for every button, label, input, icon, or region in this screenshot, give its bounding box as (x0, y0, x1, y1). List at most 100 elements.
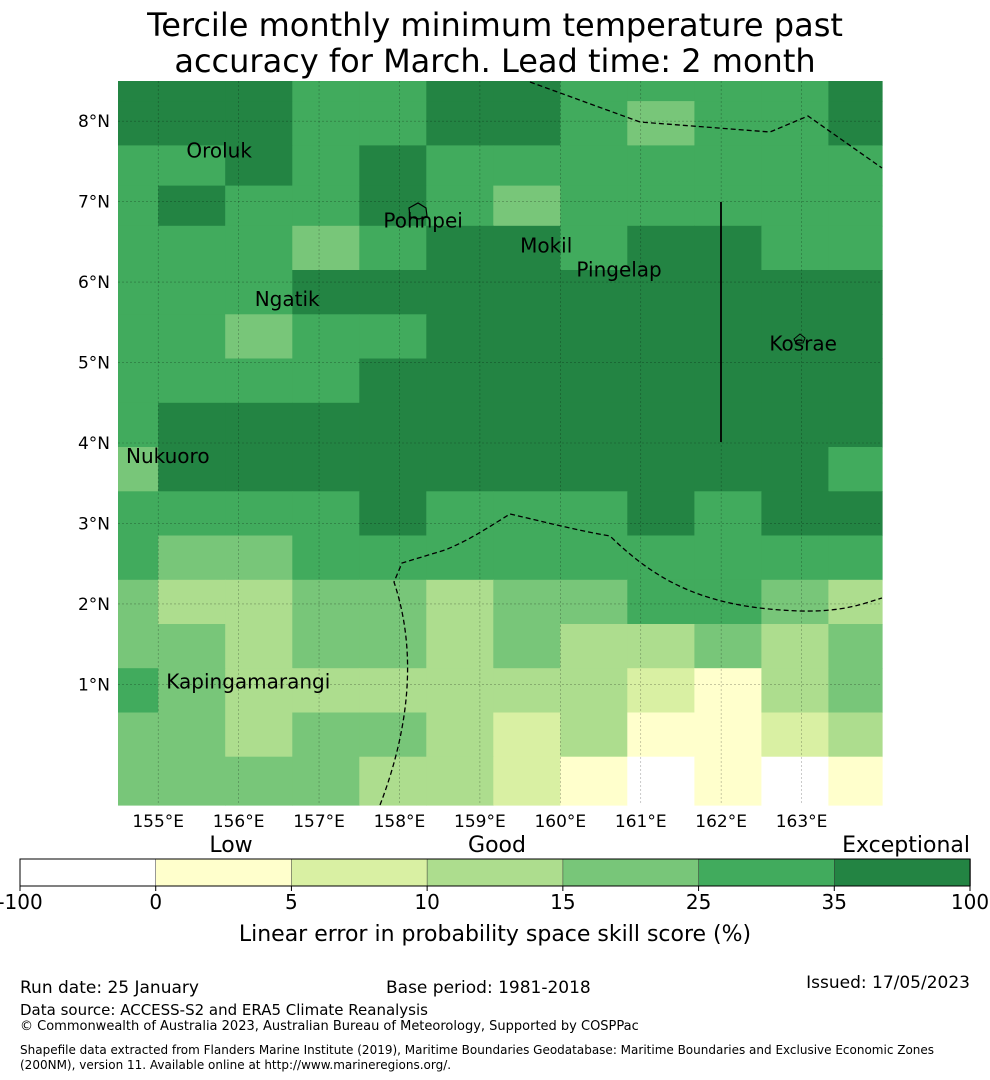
copyright: © Commonwealth of Australia 2023, Austra… (20, 1019, 639, 1034)
skill-cell (560, 579, 628, 625)
skill-cell (118, 185, 159, 227)
skill-cell (426, 145, 494, 187)
skill-cell (225, 447, 293, 492)
skill-cell (560, 358, 628, 404)
skill-cell (627, 81, 695, 102)
skill-cell (158, 402, 226, 448)
skill-cell (493, 270, 561, 315)
colorbar-swatch (834, 858, 971, 887)
skill-cell (359, 358, 427, 404)
skill-cell (761, 145, 829, 187)
issued-date: Issued: 17/05/2023 (806, 973, 970, 993)
place-label: Mokil (520, 233, 572, 257)
skill-cell (828, 447, 883, 492)
skill-cell (560, 624, 628, 669)
colorbar-label: Linear error in probability space skill … (239, 922, 751, 947)
latitude-tick-label: 7°N (78, 193, 110, 213)
latitude-tick-label: 2°N (78, 595, 110, 615)
skill-cell (493, 402, 561, 448)
skill-cell (560, 756, 628, 806)
skill-cell (359, 145, 427, 187)
skill-cell (761, 402, 829, 448)
skill-cell (359, 185, 427, 227)
skill-cell (158, 579, 226, 625)
skill-cell (426, 314, 494, 360)
skill-cell (627, 535, 695, 581)
skill-cell (359, 668, 427, 713)
place-label: Kosrae (769, 331, 837, 355)
skill-cell (761, 101, 829, 146)
skill-cell (493, 185, 561, 227)
skill-cell (828, 225, 883, 271)
skill-cell (118, 491, 159, 537)
longitude-tick-label: 157°E (293, 812, 345, 832)
skill-cell (292, 624, 360, 669)
skill-cell (761, 668, 829, 713)
skill-cell (426, 101, 494, 146)
skill-cell (694, 402, 762, 448)
skill-cell (118, 756, 159, 806)
skill-cell (158, 185, 226, 227)
skill-cell (426, 185, 494, 227)
skill-cell (118, 358, 159, 404)
colorbar-swatch (155, 858, 293, 887)
skill-cell (761, 185, 829, 227)
skill-cell (292, 270, 360, 315)
skill-cell (225, 185, 293, 227)
skill-cell (493, 225, 561, 271)
colorbar-ticks: -100 0 5 10 15 25 35 100 (0, 886, 989, 914)
colorbar-tick-label: 5 (285, 890, 298, 914)
skill-cell (118, 402, 159, 448)
colorbar-swatch (19, 858, 157, 887)
skill-cell (359, 535, 427, 581)
skill-cell (761, 491, 829, 537)
skill-cell (426, 712, 494, 758)
skill-cell (158, 712, 226, 758)
skill-cell (761, 225, 829, 271)
skill-cell (761, 447, 829, 492)
skill-cell (493, 81, 561, 102)
skill-cell (292, 225, 360, 271)
skill-cell (359, 225, 427, 271)
skill-cell (694, 668, 762, 713)
skill-cell (493, 491, 561, 537)
skill-cell (158, 756, 226, 806)
skill-cell (560, 101, 628, 146)
skill-cell (560, 402, 628, 448)
longitude-tick-label: 159°E (454, 812, 506, 832)
skill-cell (560, 225, 628, 271)
colorbar-tick-label: 0 (149, 890, 162, 914)
skill-cell (359, 491, 427, 537)
skill-cell (627, 402, 695, 448)
skill-cell (118, 314, 159, 360)
colorbar-tick-label: 10 (414, 890, 439, 914)
skill-cell (493, 101, 561, 146)
place-label: Pohnpei (383, 208, 463, 232)
longitude-tick-label: 160°E (534, 812, 586, 832)
skill-cell (225, 535, 293, 581)
skill-cell (426, 668, 494, 713)
skill-cell (627, 668, 695, 713)
skill-cell (560, 145, 628, 187)
skill-cell (292, 358, 360, 404)
latitude-tick-label: 5°N (78, 354, 110, 374)
skill-cell (225, 358, 293, 404)
latitude-tick-label: 4°N (78, 434, 110, 454)
skill-cell (292, 101, 360, 146)
colorbar-swatch (698, 858, 836, 887)
skill-cell (426, 225, 494, 271)
skill-cell (292, 145, 360, 187)
skill-cell (158, 314, 226, 360)
skill-cell (828, 81, 883, 102)
skill-cell (761, 270, 829, 315)
skill-cell (627, 712, 695, 758)
skill-cell (761, 358, 829, 404)
skill-cell (118, 668, 159, 713)
skill-cell (627, 145, 695, 187)
skill-cell (694, 270, 762, 315)
kosrae-island-outline (793, 333, 806, 344)
skill-cell (225, 225, 293, 271)
longitude-tick-label: 162°E (695, 812, 747, 832)
island-outlines (408, 202, 806, 344)
